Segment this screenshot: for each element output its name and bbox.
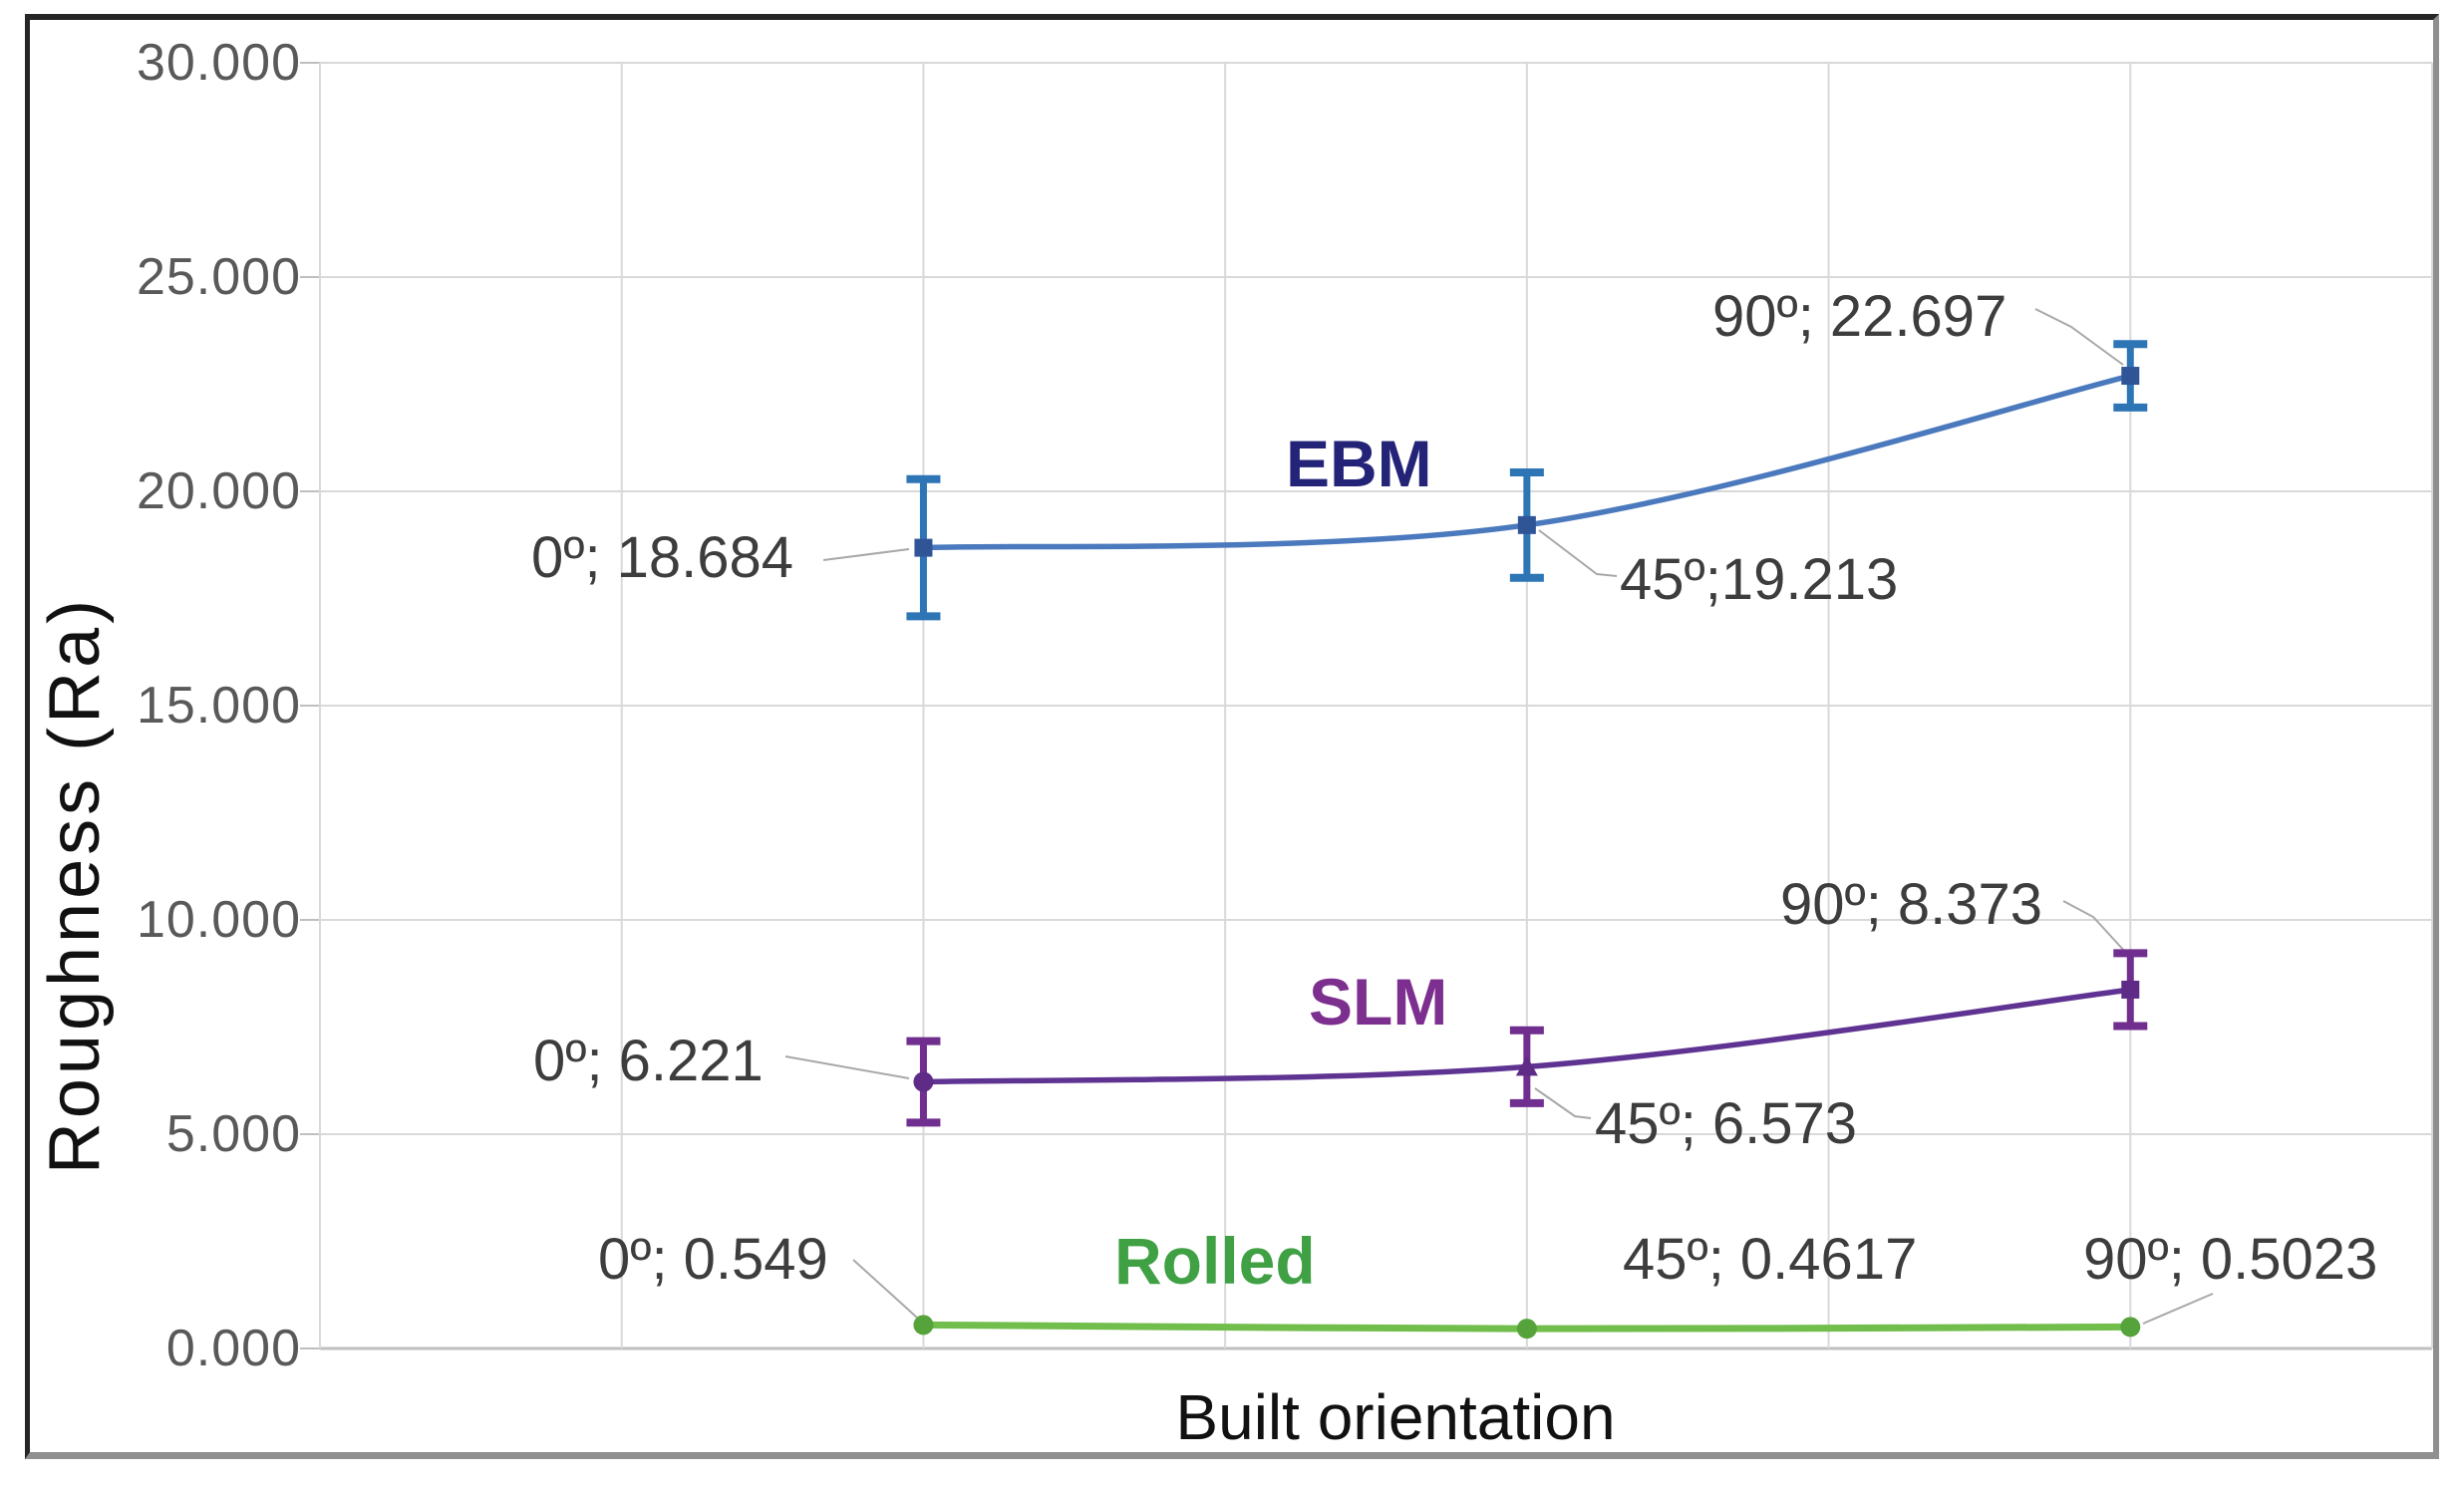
- data-label-slm-90: 90º; 8.373: [1780, 872, 2043, 937]
- series-label-ebm: EBM: [1286, 427, 1432, 500]
- leader-line-ebm-45: [1538, 529, 1618, 577]
- marker-ebm-2: [2121, 367, 2140, 386]
- data-label-ebm-0: 0º; 18.684: [531, 525, 794, 590]
- marker-slm-1: [1515, 1055, 1538, 1076]
- data-label-rolled-90: 90º; 0.5023: [2083, 1227, 2378, 1292]
- y-tick-label-10.000: 10.000: [136, 891, 301, 949]
- marker-slm-0: [913, 1071, 934, 1092]
- leader-line-rolled-90: [2142, 1293, 2214, 1325]
- x-axis-title: Built orientation: [1175, 1381, 1616, 1453]
- marker-rolled-0: [913, 1315, 934, 1336]
- y-tick-label-25.000: 25.000: [136, 248, 301, 306]
- y-tick-label-5.000: 5.000: [165, 1105, 301, 1163]
- data-label-ebm-45: 45º;19.213: [1620, 547, 1899, 612]
- y-tick-label-0.000: 0.000: [165, 1320, 301, 1377]
- marker-ebm-1: [1517, 515, 1536, 534]
- data-label-slm-45: 45º; 6.573: [1595, 1091, 1858, 1156]
- series-label-rolled: Rolled: [1114, 1224, 1316, 1298]
- data-label-slm-0: 0º; 6.221: [533, 1029, 764, 1093]
- marker-slm-2: [2121, 980, 2140, 999]
- leader-line-ebm-0: [822, 548, 910, 561]
- y-tick-label-30.000: 30.000: [136, 34, 301, 92]
- series-label-slm: SLM: [1309, 965, 1448, 1039]
- y-tick-label-15.000: 15.000: [136, 677, 301, 735]
- leader-line-ebm-90: [2034, 308, 2124, 366]
- figure-border: [25, 14, 2439, 1459]
- leader-line-slm-0: [784, 1055, 910, 1079]
- marker-ebm-0: [914, 538, 933, 557]
- leader-line-rolled-0: [852, 1259, 918, 1319]
- marker-rolled-2: [2120, 1317, 2141, 1338]
- y-axis-title: Roughness (Ra): [35, 595, 115, 1175]
- data-label-rolled-0: 0º; 0.549: [598, 1227, 828, 1292]
- y-tick-label-20.000: 20.000: [136, 462, 301, 520]
- data-label-ebm-90: 90º; 22.697: [1712, 284, 2007, 349]
- marker-rolled-1: [1516, 1319, 1537, 1339]
- leader-line-slm-90: [2062, 900, 2127, 954]
- leader-line-slm-45: [1534, 1087, 1592, 1119]
- data-label-rolled-45: 45º; 0.4617: [1623, 1227, 1918, 1292]
